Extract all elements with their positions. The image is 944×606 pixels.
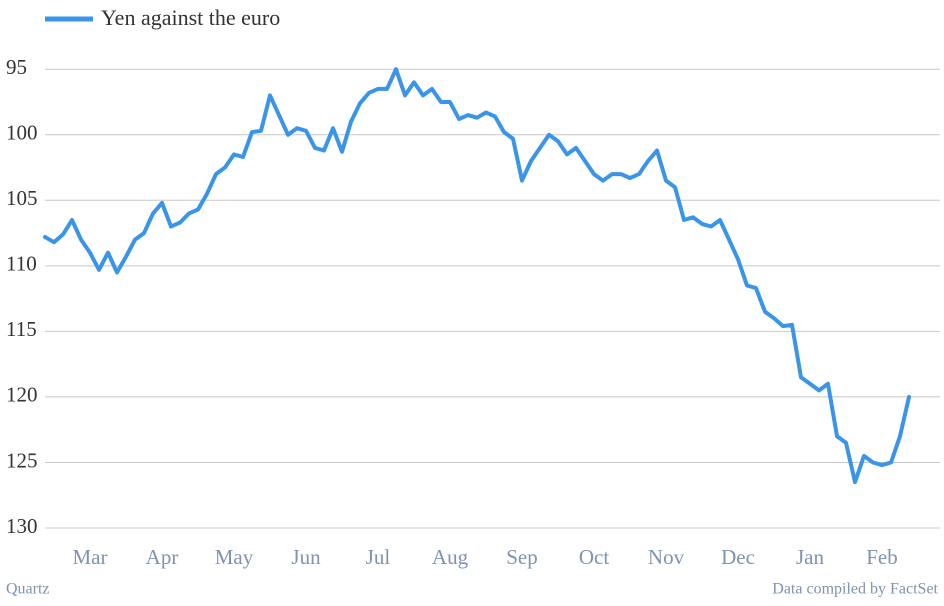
data-line [43, 67, 911, 485]
x-tick-label: Nov [648, 545, 685, 569]
y-tick-label: 100 [6, 121, 38, 145]
x-tick-label: Jul [366, 545, 391, 569]
legend-label: Yen against the euro [101, 5, 280, 30]
x-tick-label: Jun [291, 545, 321, 569]
x-tick-label: Oct [579, 545, 609, 569]
y-tick-label: 110 [6, 252, 37, 276]
y-tick-label: 95 [6, 55, 27, 79]
x-tick-label: Apr [146, 545, 179, 569]
x-tick-label: Feb [866, 545, 898, 569]
source: Data compiled by FactSet [772, 581, 938, 598]
y-tick-label: 105 [6, 186, 38, 210]
x-tick-label: Mar [73, 545, 108, 569]
x-tick-label: Jan [796, 545, 824, 569]
x-tick-label: Dec [721, 545, 755, 569]
x-tick-label: Aug [432, 545, 469, 569]
y-tick-label: 130 [6, 514, 38, 538]
y-tick-label: 120 [6, 383, 38, 407]
y-tick-label: 115 [6, 317, 37, 341]
x-tick-label: Sep [506, 545, 538, 569]
x-tick-label: May [215, 545, 254, 569]
credit: Quartz [6, 581, 50, 598]
y-tick-label: 125 [6, 448, 38, 472]
